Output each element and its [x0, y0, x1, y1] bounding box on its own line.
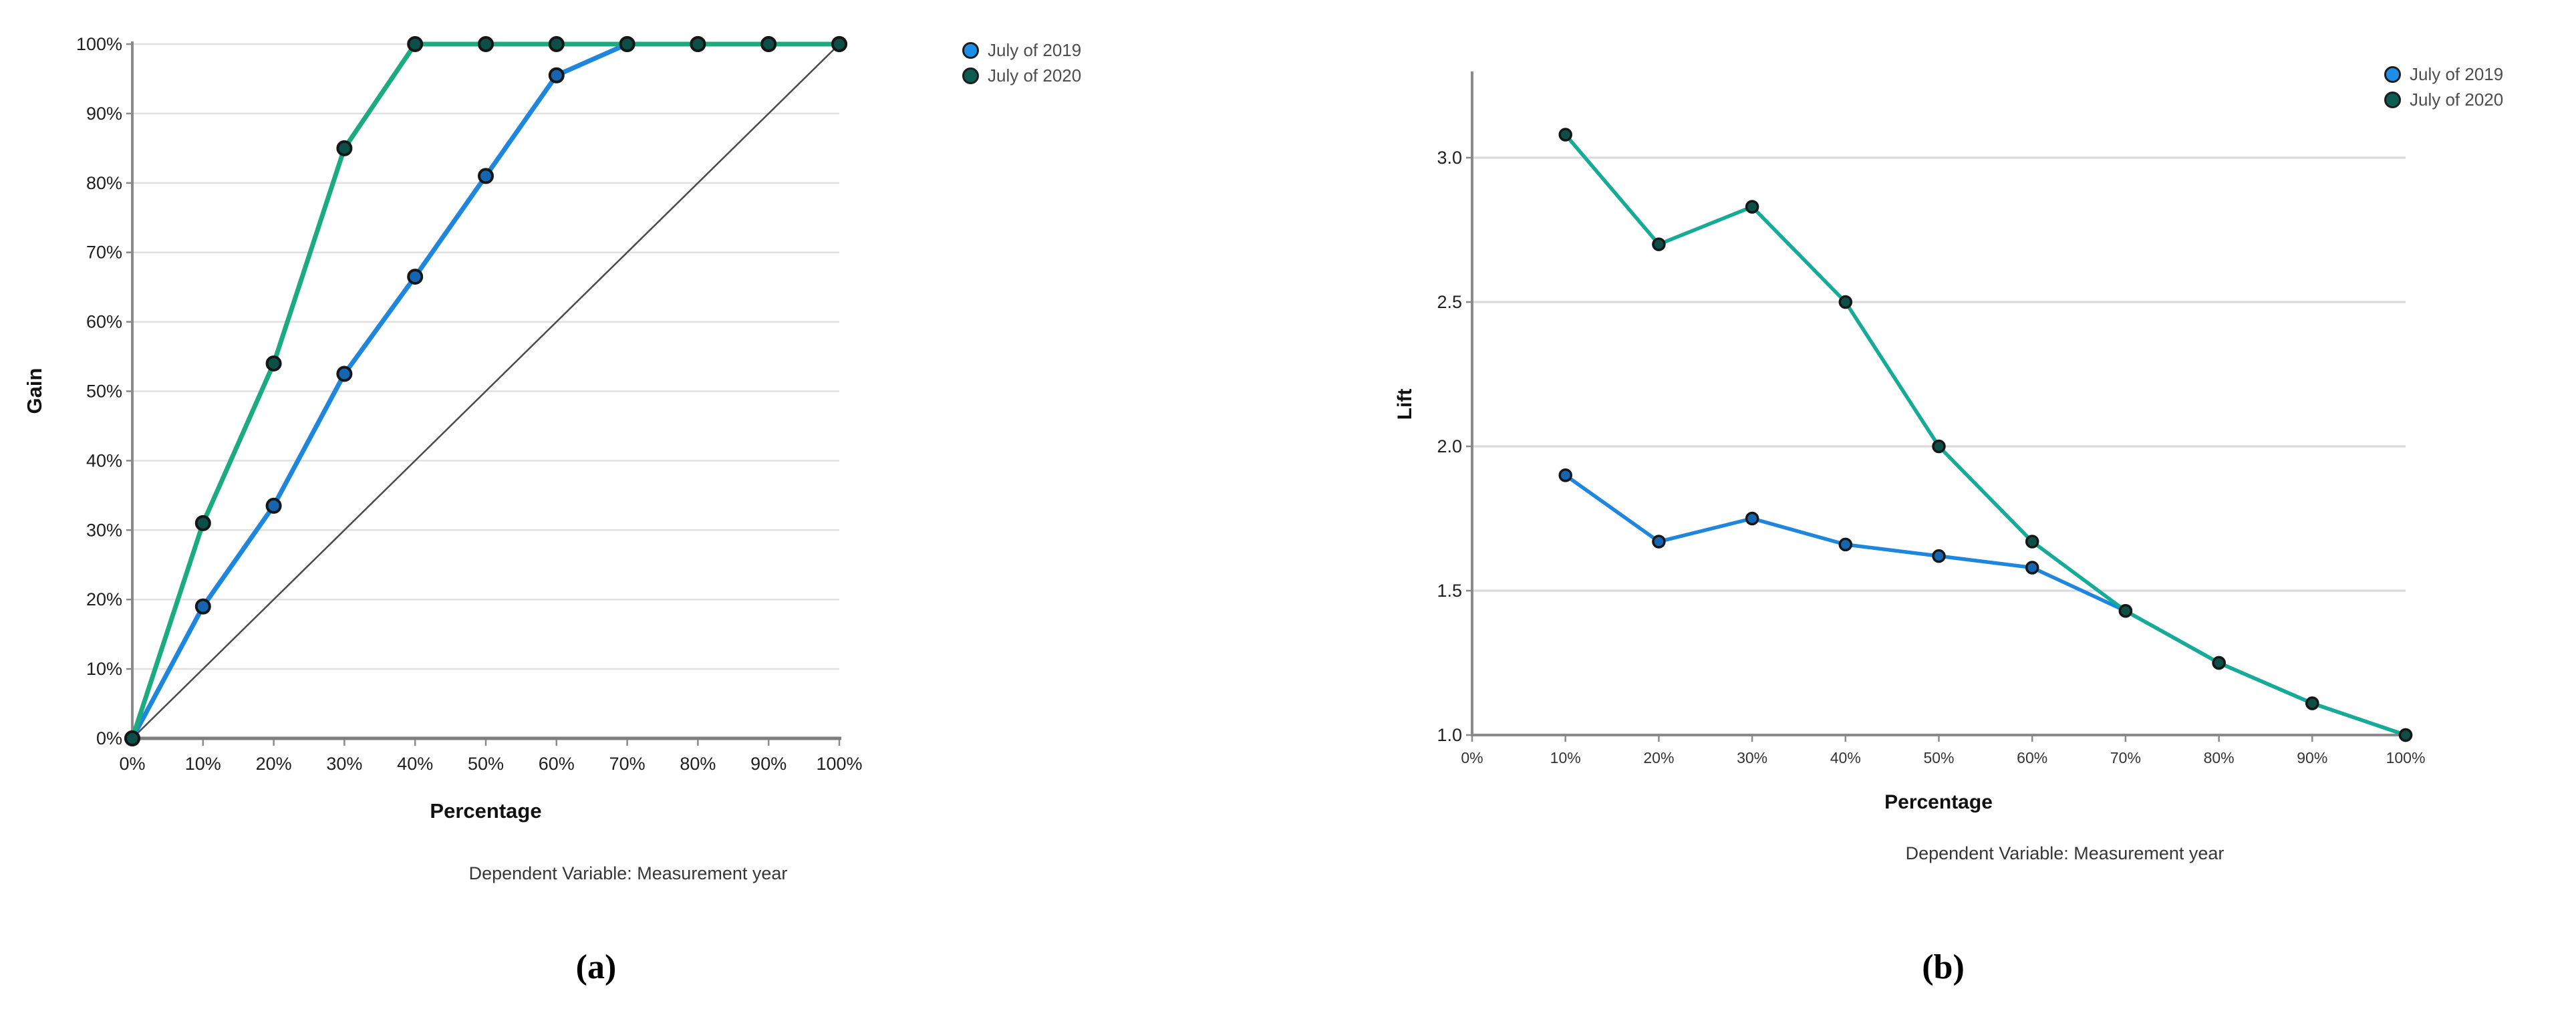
- legend-dot-2020-icon: [962, 67, 979, 84]
- data-point-marker: [265, 355, 282, 372]
- gain-legend: July of 2019 July of 2020: [962, 40, 1081, 86]
- data-point-marker: [619, 36, 635, 52]
- legend-label-2019: July of 2019: [988, 40, 1082, 60]
- data-point-marker: [1932, 439, 1946, 454]
- lift-y-axis-title: Lift: [1394, 388, 1416, 420]
- x-tick-label: 50%: [468, 754, 504, 774]
- data-point-marker: [548, 36, 565, 52]
- data-point-marker: [336, 140, 353, 156]
- data-point-marker: [831, 36, 847, 52]
- x-tick-label: 60%: [2017, 749, 2047, 766]
- legend-row-2020: July of 2020: [962, 65, 1081, 86]
- data-point-marker: [2118, 603, 2133, 618]
- data-point-marker: [1745, 200, 1759, 214]
- y-tick-label: 100%: [76, 34, 122, 54]
- y-tick-label: 0%: [96, 728, 122, 748]
- data-point-marker: [2025, 561, 2039, 575]
- y-tick-label: 10%: [86, 659, 122, 679]
- legend-row-2019: July of 2019: [2384, 64, 2503, 85]
- data-point-marker: [1932, 549, 1946, 563]
- data-point-marker: [407, 269, 424, 285]
- y-tick-label: 80%: [86, 173, 122, 193]
- y-tick-label: 90%: [86, 104, 122, 124]
- legend-row-2020: July of 2020: [2384, 90, 2503, 110]
- legend-dot-2019-icon: [2384, 66, 2401, 83]
- legend-label-2019: July of 2019: [2410, 64, 2504, 84]
- legend-dot-2020-icon: [2384, 92, 2401, 108]
- y-tick-label: 2.5: [1437, 292, 1462, 312]
- series-line-july-of-2020: [1563, 132, 2408, 737]
- data-point-marker: [2025, 535, 2039, 549]
- data-point-marker: [2398, 728, 2413, 742]
- x-tick-label: 20%: [256, 754, 292, 774]
- y-tick-label: 30%: [86, 520, 122, 540]
- x-tick-label: 100%: [816, 754, 862, 774]
- data-point-marker: [407, 36, 424, 52]
- y-tick-label: 1.0: [1437, 725, 1462, 745]
- y-tick-label: 20%: [86, 589, 122, 609]
- gain-x-axis-title: Percentage: [430, 799, 542, 823]
- x-tick-label: 10%: [1550, 749, 1581, 766]
- x-tick-label: 40%: [1830, 749, 1861, 766]
- data-point-marker: [194, 598, 211, 615]
- y-tick-label: 3.0: [1437, 148, 1462, 168]
- y-tick-label: 1.5: [1437, 581, 1462, 601]
- gain-footnote: Dependent Variable: Measurement year: [468, 863, 788, 883]
- data-point-marker: [265, 497, 282, 514]
- data-point-marker: [760, 36, 777, 52]
- panel-b-caption: (b): [1922, 948, 1965, 986]
- legend-row-2019: July of 2019: [962, 40, 1081, 61]
- data-point-marker: [124, 730, 140, 746]
- data-point-marker: [1838, 537, 1853, 552]
- data-point-marker: [194, 515, 211, 531]
- x-tick-label: 70%: [609, 754, 646, 774]
- x-tick-label: 0%: [119, 754, 145, 774]
- data-point-marker: [1558, 468, 1572, 482]
- data-point-marker: [478, 168, 494, 184]
- x-tick-label: 90%: [750, 754, 786, 774]
- panel-a-caption: (a): [575, 948, 617, 986]
- data-point-marker: [2212, 656, 2226, 670]
- y-tick-label: 2.0: [1437, 436, 1462, 456]
- x-tick-label: 80%: [680, 754, 716, 774]
- x-tick-label: 80%: [2204, 749, 2235, 766]
- baseline-diagonal: [132, 43, 840, 739]
- x-tick-label: 20%: [1643, 749, 1674, 766]
- x-tick-label: 30%: [326, 754, 362, 774]
- lift-x-axis-title: Percentage: [1884, 791, 1993, 813]
- data-point-marker: [548, 67, 565, 84]
- x-tick-label: 90%: [2297, 749, 2327, 766]
- x-tick-label: 100%: [2386, 749, 2426, 766]
- data-point-marker: [336, 366, 353, 382]
- x-tick-label: 40%: [397, 754, 433, 774]
- data-point-marker: [1558, 128, 1572, 142]
- y-tick-label: 60%: [86, 312, 122, 332]
- data-point-marker: [478, 36, 494, 52]
- data-point-marker: [2305, 696, 2319, 710]
- x-tick-label: 70%: [2110, 749, 2141, 766]
- lift-chart-plot: 1.0 1.5 2.0 2.5 3.0 0% 10% 20% 30% 40% 50% 60% 70% 80…: [1437, 71, 2426, 766]
- data-point-marker: [690, 36, 706, 52]
- y-tick-label: 40%: [86, 450, 122, 470]
- x-tick-label: 0%: [1461, 749, 1483, 766]
- x-tick-label: 60%: [539, 754, 575, 774]
- series-line-july-of-2019: [1563, 473, 2408, 737]
- x-tick-label: 10%: [185, 754, 221, 774]
- gain-chart-plot: 0% 10% 20% 30% 40% 50% 60% 70% 80% 90% 100% 0% 10% 20…: [76, 34, 863, 774]
- y-tick-label: 50%: [86, 382, 122, 402]
- legend-label-2020: July of 2020: [2410, 90, 2504, 110]
- legend-dot-2019-icon: [962, 42, 979, 59]
- data-point-marker: [1652, 237, 1666, 251]
- x-tick-label: 30%: [1737, 749, 1767, 766]
- gain-y-axis-title: Gain: [23, 368, 46, 414]
- lift-footnote: Dependent Variable: Measurement year: [1905, 843, 2225, 863]
- legend-label-2020: July of 2020: [988, 65, 1082, 86]
- data-point-marker: [1652, 535, 1666, 549]
- x-tick-label: 50%: [1923, 749, 1954, 766]
- lift-legend: July of 2019 July of 2020: [2384, 64, 2503, 110]
- y-tick-label: 70%: [86, 243, 122, 263]
- data-point-marker: [1838, 295, 1853, 309]
- data-point-marker: [1745, 511, 1759, 526]
